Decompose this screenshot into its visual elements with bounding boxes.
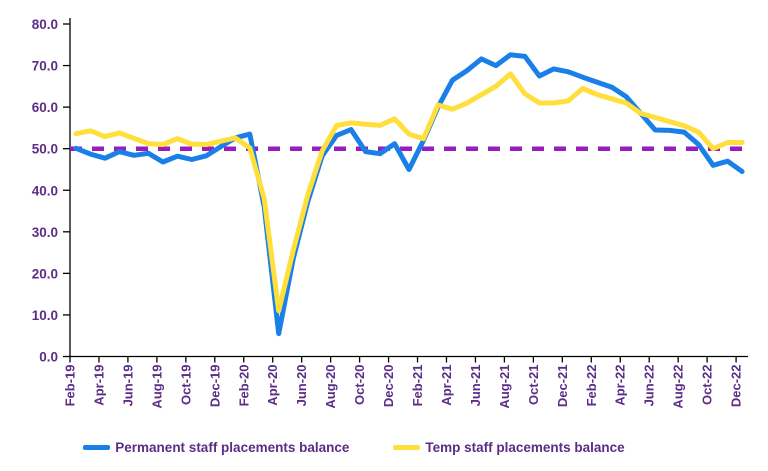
- x-tick-label: Oct-22: [700, 365, 715, 405]
- temp-line: [73, 71, 745, 314]
- x-tick-label: Aug-19: [149, 365, 164, 409]
- x-tick-label: Aug-21: [497, 365, 512, 409]
- x-tick-label: Dec-20: [381, 365, 396, 408]
- y-tick-label: 20.0: [32, 266, 58, 281]
- x-tick-label: Aug-20: [323, 365, 338, 409]
- x-tick-label: Oct-21: [526, 365, 541, 405]
- x-tick-label: Jun-20: [294, 365, 309, 407]
- x-tick-label: Aug-22: [671, 365, 686, 409]
- x-tick-label: Oct-20: [352, 365, 367, 405]
- x-tick-label: Feb-22: [584, 365, 599, 407]
- x-tick-label: Dec-19: [207, 365, 222, 408]
- x-tick-label: Jun-22: [642, 365, 657, 407]
- y-tick-label: 40.0: [32, 183, 58, 198]
- x-tick-label: Apr-19: [91, 365, 106, 406]
- y-tick-label: 10.0: [32, 308, 58, 323]
- x-tick-label: Feb-21: [410, 365, 425, 407]
- y-tick-label: 50.0: [32, 142, 58, 157]
- x-tick-label: Oct-19: [178, 365, 193, 405]
- y-tick-label: 60.0: [32, 100, 58, 115]
- x-tick-label: Jun-19: [120, 365, 135, 407]
- x-tick-label: Feb-20: [236, 365, 251, 407]
- y-tick-label: 80.0: [32, 17, 58, 32]
- x-tick-label: Dec-21: [555, 365, 570, 408]
- chart-legend: Permanent staff placements balance Temp …: [0, 440, 738, 455]
- temp-series-swatch: [393, 445, 421, 450]
- permanent-series-swatch: [83, 445, 111, 450]
- x-tick-label: Apr-21: [439, 365, 454, 406]
- permanent-series-label: Permanent staff placements balance: [115, 440, 350, 455]
- x-tick-label: Feb-19: [63, 365, 78, 407]
- x-tick-label: Apr-20: [265, 365, 280, 406]
- x-tick-label: Apr-22: [613, 365, 628, 406]
- y-tick-label: 0.0: [39, 350, 58, 365]
- x-tick-label: Dec-22: [729, 365, 744, 408]
- legend-item-permanent: Permanent staff placements balance: [83, 440, 349, 455]
- y-tick-label: 30.0: [32, 225, 58, 240]
- permanent-line: [73, 52, 745, 337]
- temp-series-label: Temp staff placements balance: [425, 440, 625, 455]
- x-tick-label: Jun-21: [468, 365, 483, 407]
- y-tick-label: 70.0: [32, 59, 58, 74]
- legend-item-temp: Temp staff placements balance: [393, 440, 625, 455]
